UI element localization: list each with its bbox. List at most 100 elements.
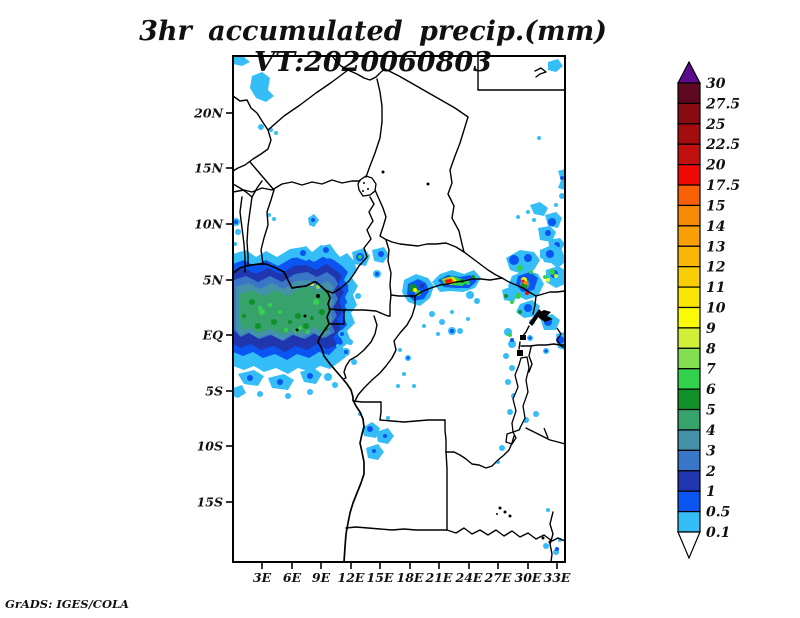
colorbar-label: 2 (705, 464, 716, 480)
colorbar-label: 0.5 (706, 505, 730, 521)
colorbar-segment (677, 143, 701, 166)
colorbar-label: 10 (706, 301, 726, 317)
island-mark (316, 294, 320, 298)
precip-patch (509, 365, 515, 371)
country-border (365, 78, 383, 178)
country-border (518, 341, 521, 350)
country-border (352, 400, 382, 403)
precip-patch (436, 332, 440, 336)
precip-patch (355, 293, 361, 299)
precip-patch (351, 359, 357, 365)
colorbar-label: 12 (706, 260, 726, 276)
precip-patch (284, 328, 288, 332)
precip-patch (307, 389, 313, 395)
precip-patch (323, 247, 329, 253)
lake (505, 431, 517, 445)
island-mark (541, 536, 545, 540)
country-border (520, 343, 565, 347)
colorbar-label: 6 (706, 382, 716, 398)
country-border (525, 427, 565, 445)
island-mark (498, 506, 502, 510)
country-border (379, 419, 446, 423)
plot-title: 3hr accumulated precip.(mm) VT:202006080… (139, 16, 607, 78)
colorbar-label: 8 (706, 341, 716, 357)
colorbar-legend: 30 27.5 25 22.5 20 17.5 15 14 13 12 11 10 9 8 7 6 5 4 3 2 1 0… (677, 60, 740, 560)
precip-patch (240, 287, 332, 335)
lon-label: 30E (515, 570, 542, 585)
colorbar-label: 30 (706, 76, 726, 92)
colorbar-segment (677, 204, 701, 227)
colorbar-segment (677, 347, 701, 370)
lat-label: 15N (194, 161, 223, 176)
country-border (249, 161, 275, 191)
lat-label: 10N (194, 217, 223, 232)
precip-patch (348, 284, 356, 292)
colorbar-segment (677, 490, 701, 513)
colorbar-segment (677, 123, 701, 145)
colorbar-segment (677, 449, 701, 472)
island-mark (508, 514, 512, 518)
country-border (331, 56, 349, 71)
precip-patch (524, 254, 532, 262)
colorbar-label: 9 (706, 321, 716, 337)
precip-patch (255, 323, 261, 329)
precip-patch (306, 330, 310, 334)
precip-patch (313, 299, 319, 305)
precip-patch (303, 323, 309, 329)
precip-patch (509, 255, 519, 265)
precip-patch (295, 313, 301, 319)
precip-patch (358, 255, 362, 259)
precip-patch (508, 333, 512, 337)
precip-patch (247, 375, 253, 381)
lat-label: 5S (205, 384, 223, 399)
precip-patch (372, 449, 376, 453)
country-border (445, 435, 515, 469)
map-content (233, 56, 565, 562)
precip-patch (383, 434, 387, 438)
precip-patch (233, 385, 246, 398)
precip-patch (288, 320, 292, 324)
colorbar-label: 20 (705, 158, 726, 174)
lake (520, 335, 526, 340)
precip-patch (543, 543, 549, 549)
country-border (446, 527, 565, 542)
colorbar-segment (677, 510, 701, 533)
island-mark (303, 314, 307, 318)
precip-patch (298, 326, 302, 330)
precip-patch (250, 72, 274, 102)
country-border (316, 196, 375, 294)
precip-patch (544, 349, 548, 353)
precip-patch (310, 316, 314, 320)
precip-patch (555, 547, 559, 551)
colorbar-label: 14 (706, 219, 725, 235)
precip-patch (278, 310, 282, 314)
colorbar-segment (677, 82, 701, 105)
precip-patch (307, 373, 313, 379)
island-mark (367, 188, 369, 190)
precip-patch (529, 270, 533, 274)
precip-patch (439, 319, 445, 325)
precip-patch (505, 379, 511, 385)
lat-label: 5N (203, 273, 224, 288)
precip-patch (521, 279, 525, 283)
precip-patch (503, 353, 509, 359)
precip-patch (340, 332, 344, 336)
country-border (233, 183, 253, 198)
country-border (260, 189, 275, 265)
precip-patch (524, 304, 532, 312)
precip-patch (420, 284, 424, 288)
precip-patch (515, 293, 521, 299)
precip-patch (450, 329, 454, 333)
lon-label: 18E (397, 570, 424, 585)
lake (357, 175, 377, 197)
precip-patch (412, 384, 416, 388)
precip-patch (471, 275, 475, 279)
precip-patch (507, 409, 513, 415)
map-frame (232, 55, 566, 563)
colorbar-segment (677, 429, 701, 451)
island-mark (363, 182, 365, 184)
country-border (251, 180, 263, 198)
precip-patch (466, 317, 470, 321)
